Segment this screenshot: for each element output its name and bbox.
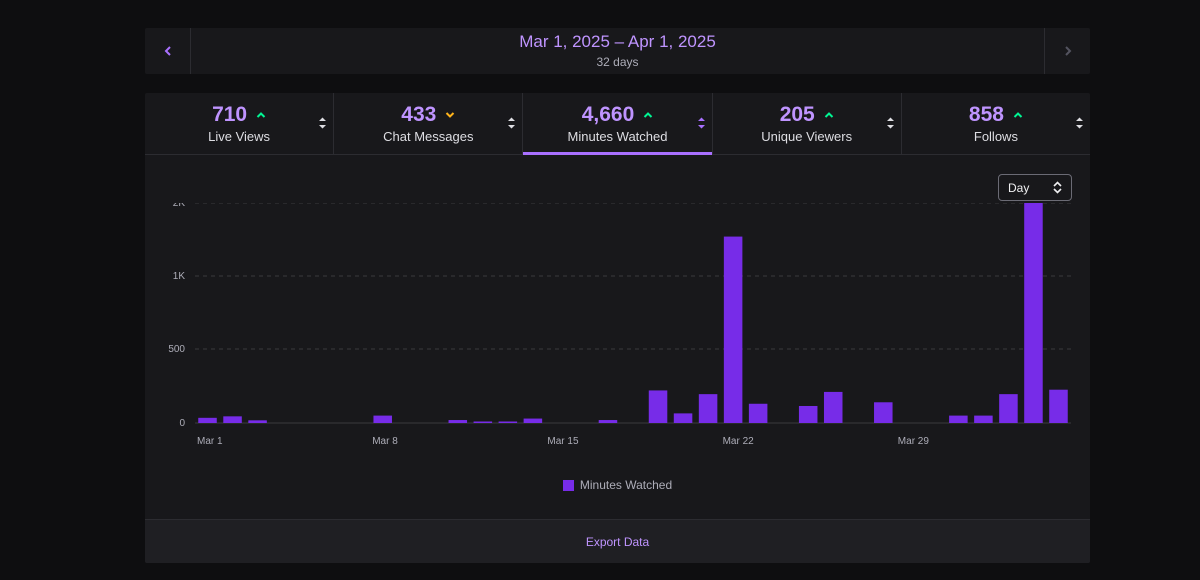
x-tick-label: Mar 15 (547, 436, 579, 447)
chart-bar (648, 390, 668, 423)
stat-tab-chat-messages[interactable]: 433 Chat Messages (334, 93, 524, 154)
chart-bar (1049, 389, 1068, 423)
select-arrows-icon (1053, 181, 1062, 194)
y-tick-label: 500 (168, 344, 185, 355)
stat-label: Minutes Watched (567, 128, 668, 144)
chart-bar (223, 416, 242, 423)
x-tick-label: Mar 8 (372, 436, 398, 447)
chart-bar (999, 394, 1018, 423)
chart-legend: Minutes Watched (145, 478, 1090, 492)
stat-label: Chat Messages (383, 128, 474, 144)
minutes-watched-chart: 0 500 1K 2K Mar 1 Mar 8 Mar 15 Mar 22 Mar 29 (168, 203, 1071, 447)
chart-bar (798, 405, 818, 423)
stat-tabs: 710 Live Views 433 Chat Messages 4,660 M… (145, 93, 1090, 155)
chart-bar (473, 421, 493, 423)
stat-label: Live Views (208, 128, 271, 144)
stat-value: 710 (212, 102, 248, 126)
chevron-right-icon (1064, 46, 1071, 56)
trend-up-icon (256, 111, 266, 118)
trend-up-icon (1013, 111, 1023, 118)
chart-bar (673, 413, 693, 423)
stat-value: 433 (401, 102, 437, 126)
x-tick-label: Mar 29 (898, 436, 930, 447)
legend-swatch (562, 479, 574, 491)
chart-bar (498, 421, 518, 423)
date-range-bar: Mar 1, 2025 – Apr 1, 2025 32 days (145, 28, 1090, 74)
next-period-button[interactable] (1044, 28, 1090, 74)
stat-value: 858 (968, 102, 1004, 126)
trend-up-icon (644, 111, 653, 118)
stats-panel: 710 Live Views 433 Chat Messages 4,660 M… (145, 93, 1090, 563)
chart-bar (523, 418, 543, 423)
sort-icon[interactable] (697, 115, 706, 131)
prev-period-button[interactable] (145, 28, 191, 74)
y-tick-label: 2K (173, 203, 186, 209)
stat-value: 205 (779, 102, 815, 126)
chart-bar (1024, 203, 1043, 423)
stat-label: Unique Viewers (761, 128, 853, 144)
chart-bar (874, 402, 893, 423)
stat-tab-live-views[interactable]: 710 Live Views (145, 93, 335, 154)
sort-icon[interactable] (886, 115, 895, 131)
export-data-button[interactable]: Export Data (585, 534, 650, 549)
y-tick-label: 0 (179, 418, 185, 429)
chart-bar (949, 415, 968, 423)
x-tick-label: Mar 1 (197, 436, 223, 447)
chart-bar (698, 394, 718, 423)
chart-bar (598, 420, 618, 423)
stat-label: Follows (973, 128, 1018, 144)
chevron-left-icon (164, 46, 171, 56)
export-bar: Export Data (145, 519, 1090, 563)
chart-bar (198, 417, 217, 423)
date-range-display: Mar 1, 2025 – Apr 1, 2025 32 days (191, 28, 1044, 74)
sort-icon[interactable] (318, 115, 327, 131)
chart-bar (248, 420, 267, 423)
chart-bar (373, 415, 392, 423)
x-tick-label: Mar 22 (723, 436, 755, 447)
trend-down-icon (446, 111, 455, 118)
sort-icon[interactable] (1075, 115, 1084, 131)
chart-bar (823, 391, 843, 423)
date-range-label: Mar 1, 2025 – Apr 1, 2025 (519, 32, 716, 51)
date-range-days: 32 days (596, 55, 639, 69)
stat-value: 4,660 (581, 102, 635, 126)
legend-label: Minutes Watched (579, 478, 673, 492)
chart-bar (723, 236, 743, 423)
stat-tab-follows[interactable]: 858 Follows (902, 93, 1090, 154)
trend-up-icon (824, 111, 833, 118)
granularity-select[interactable]: Day (998, 174, 1072, 201)
sort-icon[interactable] (507, 115, 516, 131)
y-tick-label: 1K (173, 271, 186, 282)
stat-tab-minutes-watched[interactable]: 4,660 Minutes Watched (523, 93, 713, 155)
granularity-value: Day (1008, 180, 1030, 195)
chart-bar (748, 403, 768, 423)
stat-tab-unique-viewers[interactable]: 205 Unique Viewers (713, 93, 902, 154)
chart-bar (974, 415, 993, 423)
chart-bar (448, 420, 468, 423)
